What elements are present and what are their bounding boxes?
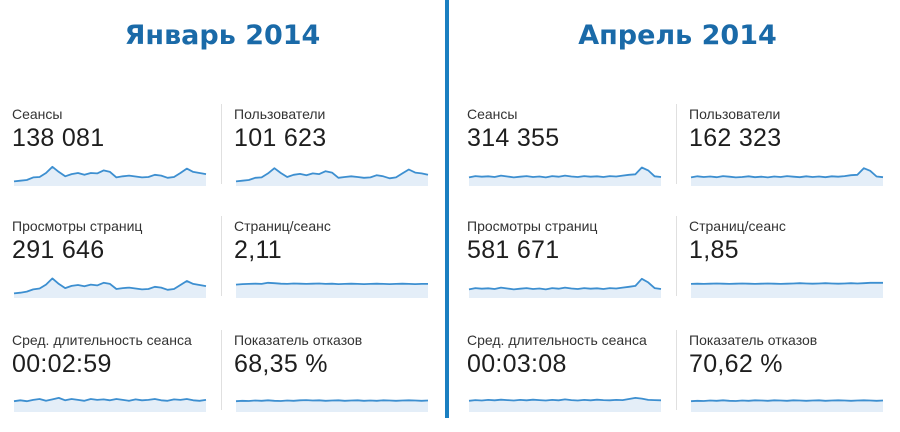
sparkline-area [236, 168, 428, 186]
metric-value: 00:03:08 [467, 350, 567, 378]
metric-value: 101 623 [234, 124, 327, 152]
bounce-rate-sparkline[interactable] [689, 386, 885, 412]
column-divider [676, 216, 677, 296]
metric-value: 1,85 [689, 236, 739, 264]
sessions-sparkline[interactable] [12, 160, 208, 186]
sparkline-line [468, 277, 662, 291]
sparkline-area [236, 400, 428, 412]
metric-avg-session-duration: Сред. длительность сеанса 00:03:08 [467, 332, 667, 432]
metric-label: Показатель отказов [689, 332, 818, 348]
metric-value: 581 671 [467, 236, 560, 264]
pages-per-session-sparkline[interactable] [234, 272, 430, 298]
sparkline-line [468, 396, 662, 402]
metric-label: Сеансы [12, 106, 63, 122]
metric-pages-per-session: Страниц/сеанс 1,85 [689, 218, 889, 318]
column-divider [221, 216, 222, 296]
metric-avg-session-duration: Сред. длительность сеанса 00:02:59 [12, 332, 212, 432]
panel-divider [445, 0, 449, 418]
bounce-rate-sparkline[interactable] [234, 386, 430, 412]
sparkline-area [14, 166, 206, 186]
pageviews-sparkline[interactable] [12, 272, 208, 298]
sparkline-line [235, 167, 429, 183]
avg-session-duration-sparkline[interactable] [12, 386, 208, 412]
metric-value: 291 646 [12, 236, 105, 264]
metric-bounce-rate: Показатель отказов 70,62 % [689, 332, 889, 432]
sparkline-area [469, 397, 661, 412]
sparkline-line [690, 167, 884, 179]
column-divider [221, 330, 222, 410]
users-sparkline[interactable] [234, 160, 430, 186]
metric-label: Пользователи [234, 106, 326, 122]
metric-sessions: Сеансы 314 355 [467, 106, 667, 206]
sessions-sparkline[interactable] [467, 160, 663, 186]
metric-label: Сеансы [467, 106, 518, 122]
metric-value: 162 323 [689, 124, 782, 152]
metric-label: Просмотры страниц [467, 218, 598, 234]
pageviews-sparkline[interactable] [467, 272, 663, 298]
sparkline-line [235, 281, 428, 286]
pages-per-session-sparkline[interactable] [689, 272, 885, 298]
metric-label: Страниц/сеанс [689, 218, 786, 234]
sparkline-area [691, 168, 883, 186]
metric-users: Пользователи 101 623 [234, 106, 434, 206]
metric-pages-per-session: Страниц/сеанс 2,11 [234, 218, 434, 318]
sparkline-line [13, 277, 207, 295]
period-panel-january: Январь 2014 Сеансы 138 081 Пользователи … [0, 0, 445, 418]
sparkline-area [236, 282, 428, 298]
metric-value: 70,62 % [689, 350, 783, 378]
sparkline-area [14, 397, 206, 412]
sparkline-line [13, 165, 207, 183]
metric-value: 00:02:59 [12, 350, 112, 378]
period-title: Январь 2014 [124, 20, 321, 51]
metric-sessions: Сеансы 138 081 [12, 106, 212, 206]
column-divider [676, 104, 677, 184]
sparkline-line [690, 399, 884, 403]
metric-value: 2,11 [234, 236, 283, 264]
metric-pageviews: Просмотры страниц 291 646 [12, 218, 212, 318]
metric-label: Показатель отказов [234, 332, 363, 348]
metric-value: 68,35 % [234, 350, 328, 378]
metric-label: Пользователи [689, 106, 781, 122]
sparkline-area [469, 167, 661, 186]
sparkline-line [468, 166, 662, 179]
column-divider [221, 104, 222, 184]
metric-label: Сред. длительность сеанса [467, 332, 647, 348]
metric-bounce-rate: Показатель отказов 68,35 % [234, 332, 434, 432]
sparkline-area [691, 282, 883, 298]
metric-users: Пользователи 162 323 [689, 106, 889, 206]
metric-pageviews: Просмотры страниц 581 671 [467, 218, 667, 318]
sparkline-area [691, 400, 883, 412]
sparkline-line [13, 396, 207, 403]
period-panel-april: Апрель 2014 Сеансы 314 355 Пользователи … [455, 0, 900, 418]
sparkline-line [690, 281, 883, 285]
metric-label: Просмотры страниц [12, 218, 143, 234]
metric-label: Страниц/сеанс [234, 218, 331, 234]
metric-label: Сред. длительность сеанса [12, 332, 192, 348]
sparkline-area [14, 278, 206, 298]
period-title: Апрель 2014 [578, 20, 777, 51]
metric-value: 138 081 [12, 124, 105, 152]
column-divider [676, 330, 677, 410]
avg-session-duration-sparkline[interactable] [467, 386, 663, 412]
metric-value: 314 355 [467, 124, 560, 152]
sparkline-line [235, 399, 429, 403]
users-sparkline[interactable] [689, 160, 885, 186]
